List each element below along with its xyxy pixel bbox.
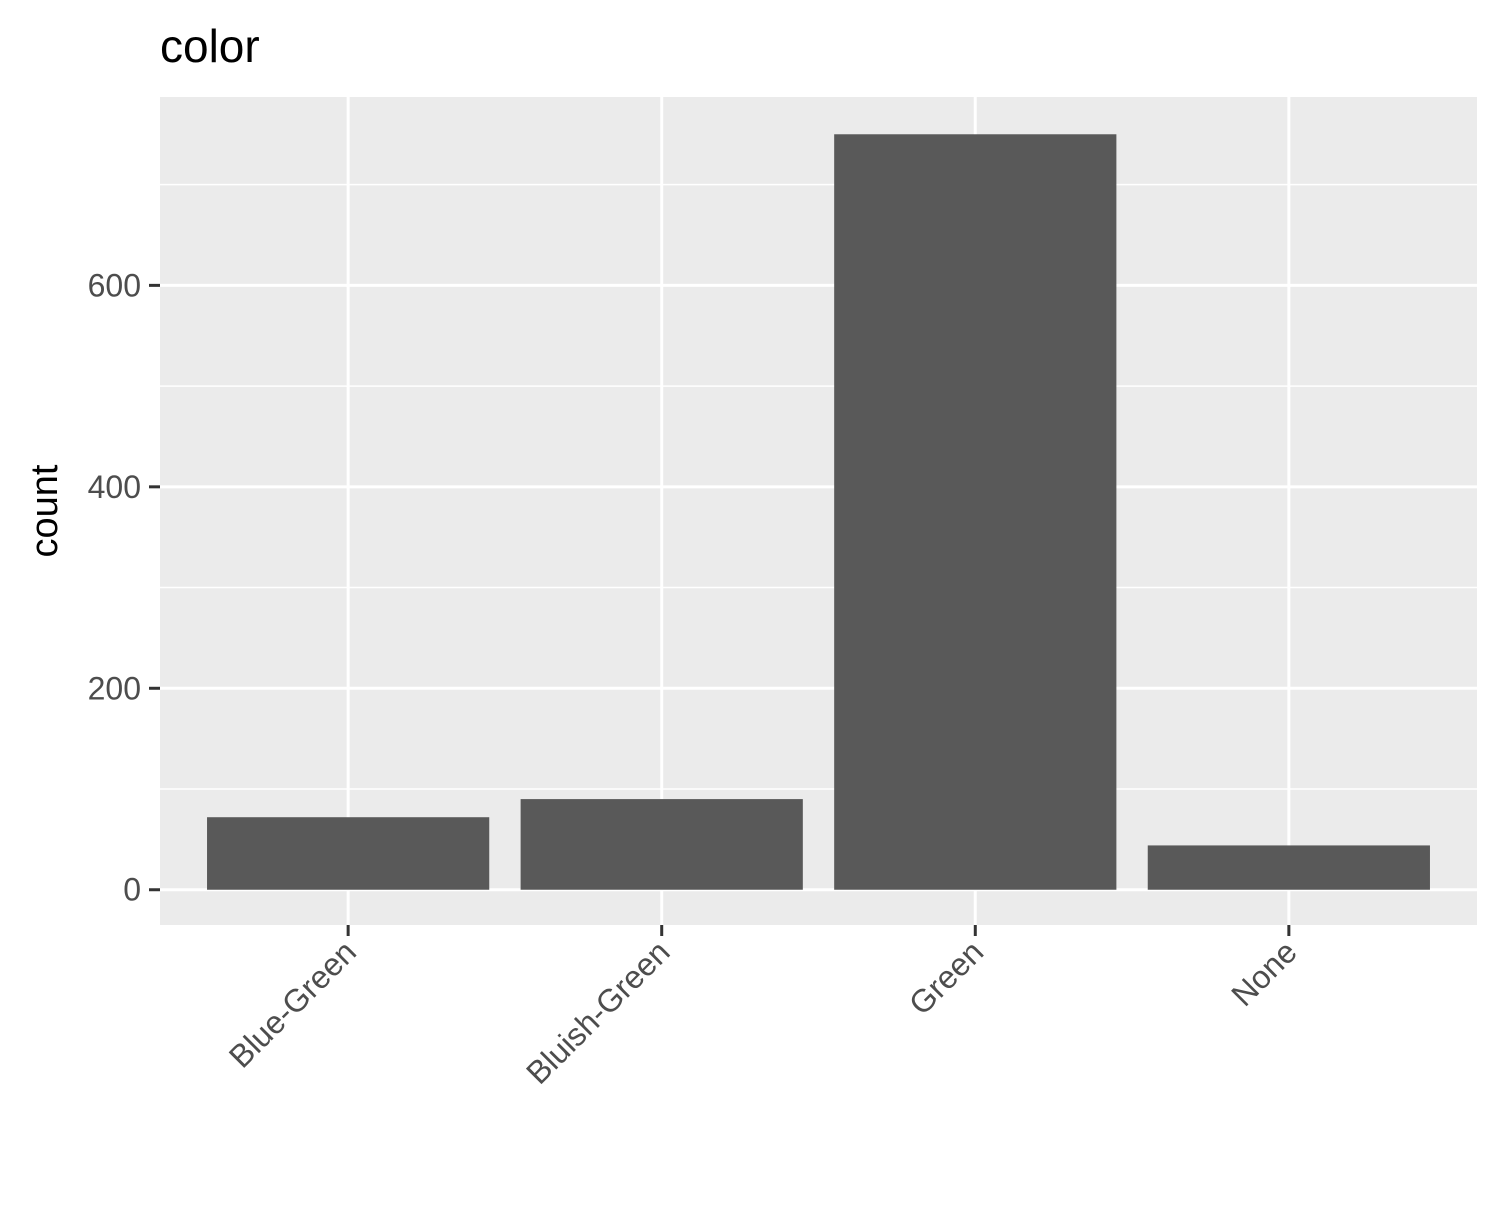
x-tick-label: Bluish-Green <box>519 933 677 1091</box>
minor-gridlines <box>160 183 1477 790</box>
y-axis-title: count <box>24 464 66 557</box>
y-tick-label: 600 <box>88 267 141 303</box>
x-tick-label: Blue-Green <box>222 933 363 1074</box>
bar-green <box>834 134 1117 890</box>
y-tick-label: 0 <box>123 872 141 908</box>
y-tick-label: 400 <box>88 469 141 505</box>
x-axis: Blue-Green Bluish-Green Green None <box>222 925 1304 1091</box>
bars <box>207 134 1430 890</box>
x-tick-label: None <box>1224 933 1304 1013</box>
chart-title: color <box>160 20 260 72</box>
bar-bluish-green <box>520 799 803 890</box>
x-tick-label: Green <box>902 933 990 1021</box>
bar-none <box>1147 845 1430 890</box>
y-tick-label: 200 <box>88 670 141 706</box>
bar-blue-green <box>207 817 490 890</box>
plot-panel <box>160 97 1477 925</box>
y-axis: 0 200 400 600 <box>88 267 160 908</box>
